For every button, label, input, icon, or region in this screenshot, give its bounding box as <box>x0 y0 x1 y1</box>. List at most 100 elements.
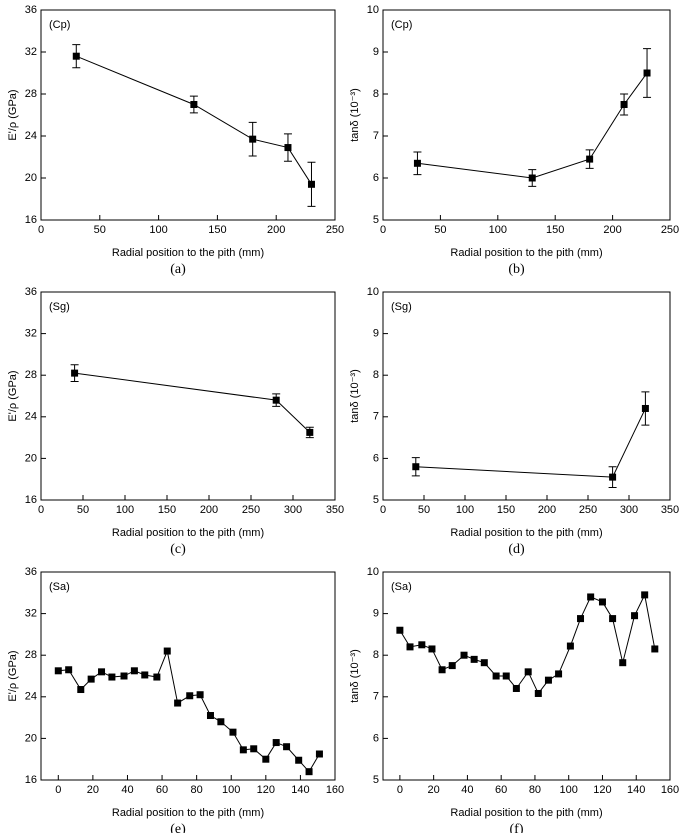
data-point <box>448 662 456 670</box>
data-point <box>87 675 95 683</box>
panel-annotation: (Sg) <box>391 301 412 313</box>
x-axis-label: Radial position to the pith (mm) <box>450 247 602 259</box>
y-tick-label: 16 <box>25 494 37 506</box>
panel-label: (b) <box>508 262 525 277</box>
data-point <box>631 612 639 620</box>
plot-frame <box>382 291 671 501</box>
data-point <box>174 699 182 707</box>
y-tick-label: 6 <box>373 452 379 464</box>
data-point <box>460 651 468 659</box>
x-tick-label: 150 <box>497 504 515 516</box>
data-point <box>108 673 116 681</box>
data-point <box>492 672 500 680</box>
data-line <box>58 649 320 773</box>
x-tick-label: 0 <box>380 224 386 236</box>
plot-frame <box>40 291 336 501</box>
chart-panel: 0 50 100 150 200 250 300 350 5 6 7 8 9 10 Radial posit… <box>349 286 679 557</box>
x-tick-label: 0 <box>38 224 44 236</box>
y-tick-label: 6 <box>373 732 379 744</box>
data-point <box>641 591 649 599</box>
x-axis-label: Radial position to the pith (mm) <box>450 527 602 539</box>
panel-annotation: (Sa) <box>391 581 412 593</box>
x-tick-label: 80 <box>191 784 203 796</box>
data-point <box>284 144 292 152</box>
data-point <box>206 712 214 720</box>
y-tick-label: 8 <box>373 649 379 661</box>
x-tick-label: 0 <box>397 784 403 796</box>
x-tick-label: 160 <box>661 784 679 796</box>
y-tick-label: 16 <box>25 214 37 226</box>
data-point <box>153 673 161 681</box>
y-tick-label: 7 <box>373 130 379 142</box>
plot-frame <box>40 571 336 781</box>
y-tick-label: 28 <box>25 369 37 381</box>
x-tick-label: 50 <box>94 224 106 236</box>
x-tick-label: 250 <box>326 224 344 236</box>
y-axis-label: E'/ρ (GPa) <box>7 89 19 140</box>
data-point <box>283 743 291 751</box>
panel-label: (f) <box>510 822 524 833</box>
panel-annotation: (Cp) <box>391 19 412 31</box>
y-tick-label: 6 <box>373 172 379 184</box>
y-tick-label: 28 <box>25 649 37 661</box>
x-tick-label: 50 <box>77 504 89 516</box>
panel-label: (c) <box>170 542 186 557</box>
data-point <box>186 692 194 700</box>
data-point <box>528 174 536 182</box>
x-tick-label: 350 <box>661 504 679 516</box>
data-point <box>609 615 617 623</box>
data-point <box>77 686 85 694</box>
data-point <box>502 672 510 680</box>
y-tick-label: 24 <box>25 411 37 423</box>
x-tick-label: 150 <box>158 504 176 516</box>
x-tick-label: 100 <box>560 784 578 796</box>
y-tick-label: 8 <box>373 369 379 381</box>
x-tick-label: 160 <box>326 784 344 796</box>
data-point <box>620 101 628 108</box>
x-tick-label: 0 <box>380 504 386 516</box>
y-tick-label: 36 <box>25 4 37 16</box>
data-point <box>130 667 138 675</box>
y-tick-label: 32 <box>25 608 37 620</box>
x-tick-label: 40 <box>121 784 133 796</box>
data-point <box>306 428 314 436</box>
x-tick-label: 140 <box>291 784 309 796</box>
y-tick-label: 7 <box>373 691 379 703</box>
data-point <box>566 642 574 650</box>
panel-annotation: (Sg) <box>49 301 70 313</box>
y-tick-label: 9 <box>373 46 379 58</box>
x-tick-label: 200 <box>267 224 285 236</box>
data-point <box>470 655 478 663</box>
data-point <box>544 676 552 684</box>
x-tick-label: 140 <box>627 784 645 796</box>
x-tick-label: 120 <box>257 784 275 796</box>
data-point <box>406 643 414 651</box>
data-point <box>98 668 106 676</box>
x-tick-label: 200 <box>200 504 218 516</box>
y-axis-label: tanδ (10⁻³) <box>349 369 361 423</box>
data-point <box>249 135 257 143</box>
y-tick-label: 20 <box>25 452 37 464</box>
data-point <box>396 626 404 634</box>
data-point <box>413 159 421 167</box>
y-axis-label: tanδ (10⁻³) <box>349 649 361 703</box>
y-tick-label: 16 <box>25 774 37 786</box>
data-point <box>524 668 532 676</box>
data-point <box>651 645 659 653</box>
data-point <box>412 463 420 471</box>
data-point <box>272 396 280 404</box>
x-tick-label: 250 <box>242 504 260 516</box>
y-tick-label: 28 <box>25 88 37 100</box>
x-tick-label: 100 <box>222 784 240 796</box>
x-tick-label: 0 <box>38 504 44 516</box>
x-tick-label: 40 <box>461 784 473 796</box>
data-line <box>417 72 648 179</box>
data-point <box>577 615 585 623</box>
data-point <box>307 180 315 188</box>
x-tick-label: 80 <box>529 784 541 796</box>
data-point <box>609 473 617 481</box>
x-tick-label: 120 <box>593 784 611 796</box>
x-tick-label: 60 <box>156 784 168 796</box>
x-tick-label: 100 <box>489 224 507 236</box>
